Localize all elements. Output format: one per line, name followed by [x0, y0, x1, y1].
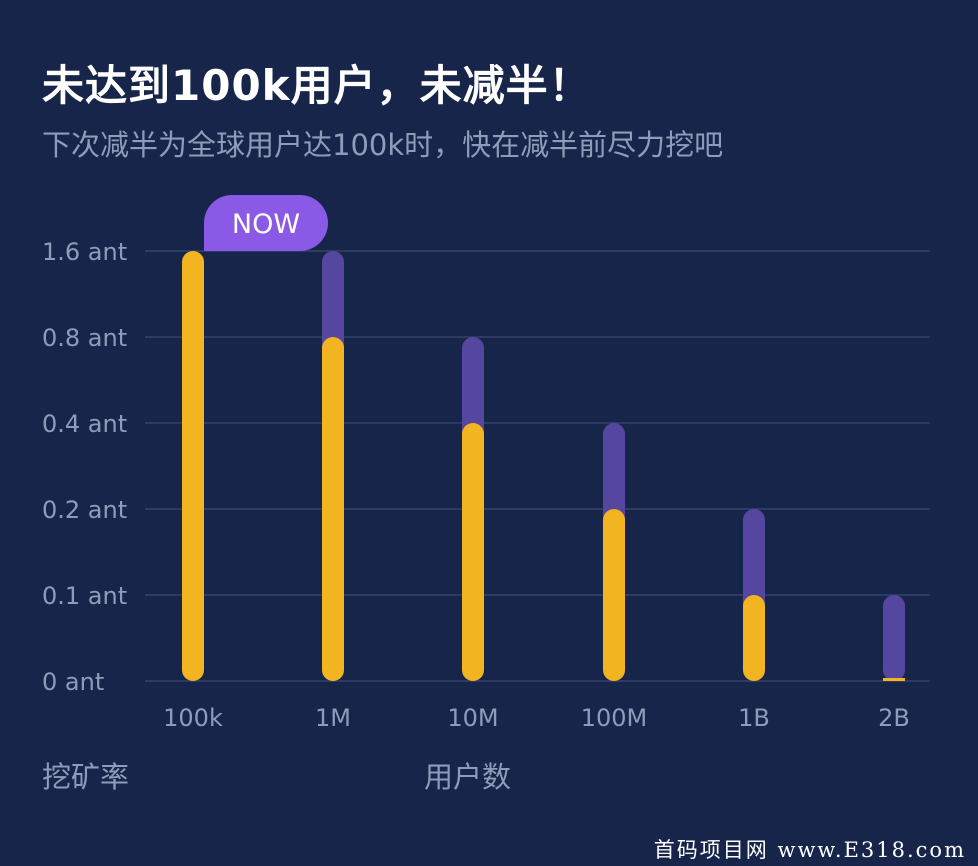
x-tick-label: 100M: [581, 704, 648, 732]
y-tick-label: 0.4 ant: [42, 410, 127, 438]
y-tick-label: 0.8 ant: [42, 324, 127, 352]
watermark: 首码项目网 www.E318.com: [649, 832, 970, 866]
x-tick-label: 10M: [447, 704, 498, 732]
y-tick-label: 0 ant: [42, 668, 104, 696]
bar-previous-rate: [883, 595, 905, 681]
y-axis-label: 挖矿率: [42, 760, 130, 794]
y-tick-label: 0.2 ant: [42, 496, 127, 524]
page-title: 未达到100k用户，未减半！: [42, 61, 592, 110]
y-tick-label: 1.6 ant: [42, 238, 127, 266]
y-tick-label: 0.1 ant: [42, 582, 127, 610]
x-tick-label: 100k: [163, 704, 223, 732]
page-subtitle: 下次减半为全球用户达100k时，快在减半前尽力挖吧: [42, 128, 724, 162]
now-badge: [204, 195, 328, 251]
x-tick-label: 1M: [315, 704, 351, 732]
now-badge-label: NOW: [232, 209, 300, 240]
bar-current-rate: [603, 509, 625, 681]
x-axis-label: 用户数: [424, 760, 512, 794]
bar-current-rate: [182, 251, 204, 681]
bar-current-rate: [322, 337, 344, 681]
x-tick-label: 1B: [738, 704, 770, 732]
bar-current-rate: [743, 595, 765, 681]
bar-current-rate: [462, 423, 484, 681]
bar-current-rate: [883, 678, 905, 681]
x-tick-label: 2B: [878, 704, 910, 732]
